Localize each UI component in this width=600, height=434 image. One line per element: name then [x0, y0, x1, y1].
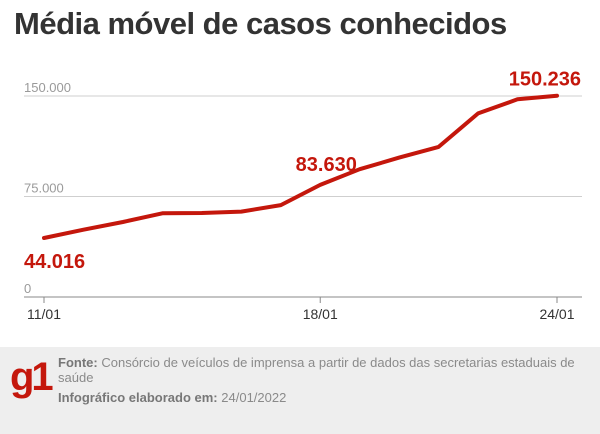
- data-label-2: 150.236: [509, 69, 581, 91]
- footer-text: Fonte: Consórcio de veículos de imprensa…: [58, 355, 578, 405]
- source-label: Fonte:: [58, 355, 98, 370]
- y-tick-label-2: 150.000: [24, 80, 71, 95]
- g1-logo: g1: [10, 355, 54, 399]
- data-label-1: 83.630: [296, 154, 357, 176]
- source-line: Fonte: Consórcio de veículos de imprensa…: [58, 355, 578, 385]
- footer: g1 Fonte: Consórcio de veículos de impre…: [0, 347, 600, 434]
- x-tick-label-2: 24/01: [539, 306, 574, 322]
- x-tick-label-0: 11/01: [27, 306, 61, 322]
- date-text: 24/01/2022: [221, 390, 287, 405]
- y-tick-label-1: 75.000: [24, 181, 64, 196]
- date-line: Infográfico elaborado em: 24/01/2022: [58, 390, 578, 405]
- y-tick-label-0: 0: [24, 281, 31, 296]
- data-label-0: 44.016: [24, 251, 85, 273]
- x-tick-label-1: 18/01: [303, 306, 338, 322]
- date-label: Infográfico elaborado em:: [58, 390, 218, 405]
- line-chart: 0 75.000 150.000 11/01 18/01 24/01 44.016 83.63…: [24, 69, 582, 322]
- source-text: Consórcio de veículos de imprensa a part…: [58, 355, 575, 385]
- series-line: [42, 93, 559, 240]
- chart-title: Média móvel de casos conhecidos: [14, 6, 507, 41]
